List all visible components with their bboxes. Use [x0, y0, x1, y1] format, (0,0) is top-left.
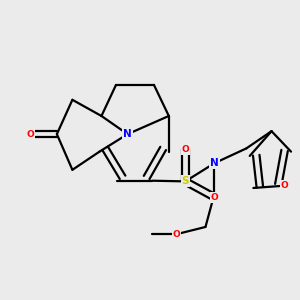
Text: S: S: [182, 176, 189, 186]
Text: N: N: [210, 158, 219, 168]
Text: O: O: [172, 230, 180, 239]
Text: O: O: [27, 130, 34, 139]
Text: O: O: [182, 145, 189, 154]
Text: N: N: [123, 129, 132, 139]
Text: O: O: [281, 181, 289, 190]
Text: O: O: [211, 193, 218, 202]
